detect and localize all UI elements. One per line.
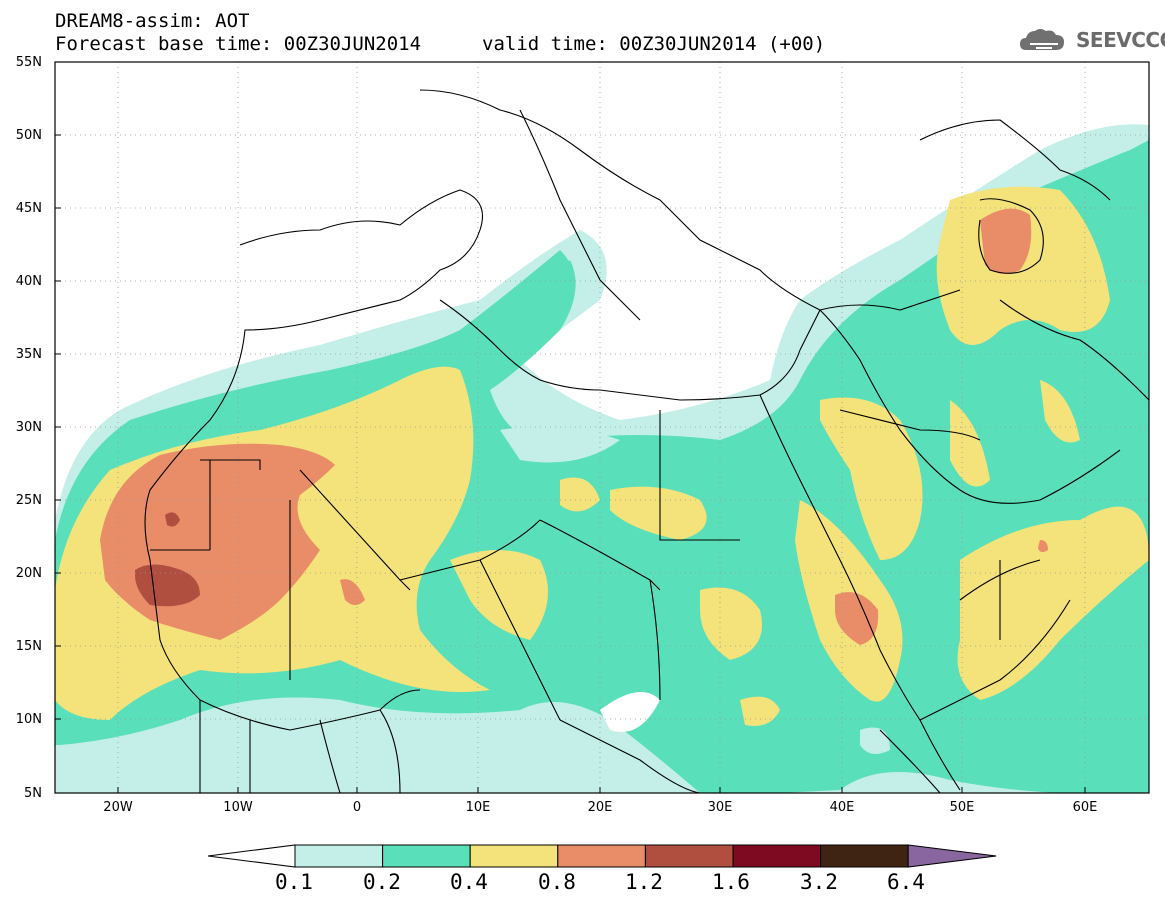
chart-title: DREAM8-assim: AOT	[55, 10, 250, 32]
lon-label: 20E	[587, 800, 613, 815]
lat-label: 10N	[15, 712, 42, 727]
colorbar-label: 0.8	[538, 870, 576, 894]
lat-label: 15N	[15, 639, 42, 654]
lon-label: 50E	[949, 800, 975, 815]
lon-label: 0	[352, 800, 362, 815]
lon-label: 60E	[1072, 800, 1098, 815]
lat-label: 55N	[15, 55, 42, 70]
colorbar-label: 1.6	[712, 870, 750, 894]
colorbar-label: 1.2	[625, 870, 663, 894]
lat-label: 40N	[15, 274, 42, 289]
lat-label: 20N	[15, 566, 42, 581]
colorbar-label: 0.2	[363, 870, 401, 894]
lat-label: 30N	[15, 420, 42, 435]
lat-label: 35N	[15, 347, 42, 362]
lat-label: 50N	[15, 128, 42, 143]
lat-label: 5N	[24, 786, 42, 801]
lon-label: 30E	[707, 800, 733, 815]
colorbar-label: 0.4	[450, 870, 488, 894]
logo-text: SEEVCCC	[1076, 28, 1165, 52]
forecast-base-time: Forecast base time: 00Z30JUN2014	[55, 33, 422, 55]
colorbar-label: 3.2	[800, 870, 838, 894]
coastlines	[144, 89, 1149, 793]
aot-level-1.2	[135, 512, 200, 607]
lon-label: 40E	[829, 800, 855, 815]
lat-label: 45N	[15, 201, 42, 216]
colorbar-label: 6.4	[887, 870, 925, 894]
lon-label: 10E	[465, 800, 491, 815]
cloud-icon	[1020, 29, 1064, 50]
lon-label: 20W	[103, 800, 133, 815]
lat-label: 25N	[15, 493, 42, 508]
lon-label: 10W	[223, 800, 253, 815]
colorbar-label: 0.1	[275, 870, 313, 894]
valid-time: valid time: 00Z30JUN2014 (+00)	[482, 33, 826, 55]
